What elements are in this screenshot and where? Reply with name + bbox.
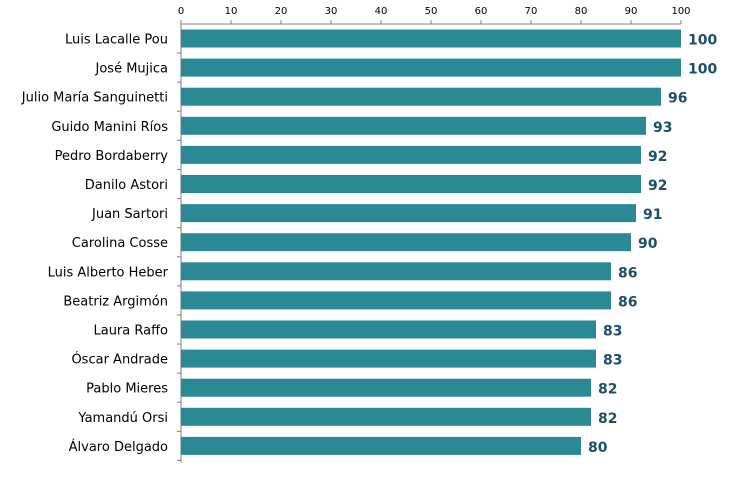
bar <box>181 407 591 426</box>
bar <box>181 436 581 455</box>
x-tick-label: 90 <box>625 6 638 17</box>
data-label: 83 <box>603 353 622 369</box>
data-label: 92 <box>648 178 667 194</box>
data-label: 83 <box>603 324 622 340</box>
category-label: Juan Sartori <box>91 207 168 222</box>
category-label: Guido Manini Ríos <box>51 120 168 135</box>
category-label: Carolina Cosse <box>72 236 168 251</box>
category-label: Beatriz Argimón <box>63 294 168 309</box>
x-tick-label: 50 <box>425 6 438 17</box>
bar <box>181 116 646 135</box>
category-label: Álvaro Delgado <box>69 439 168 455</box>
data-label: 100 <box>688 62 717 78</box>
data-label: 100 <box>688 33 717 49</box>
category-label: Julio María Sanguinetti <box>21 91 168 106</box>
category-label: José Mujica <box>95 62 168 77</box>
data-label: 86 <box>618 294 637 310</box>
x-tick-label: 40 <box>375 6 388 17</box>
bar <box>181 87 661 106</box>
x-axis: 0 10 20 30 40 50 60 70 80 90 100 <box>178 6 691 25</box>
x-tick-label: 100 <box>671 6 690 17</box>
bar <box>181 291 611 310</box>
bar <box>181 145 641 164</box>
bar <box>181 233 631 252</box>
data-label: 93 <box>653 120 672 136</box>
category-label: Pedro Bordaberry <box>55 149 169 164</box>
data-label: 82 <box>598 382 617 398</box>
bar <box>181 29 681 48</box>
bar <box>181 349 596 368</box>
data-label: 80 <box>588 440 608 456</box>
x-tick-label: 0 <box>178 6 184 17</box>
bar <box>181 378 591 397</box>
x-tick-label: 30 <box>325 6 338 17</box>
data-label: 86 <box>618 265 637 281</box>
data-label: 82 <box>598 411 617 427</box>
x-tick-label: 20 <box>275 6 288 17</box>
x-tick-label: 70 <box>525 6 538 17</box>
category-label: Laura Raffo <box>93 324 168 339</box>
bar <box>181 204 636 223</box>
bar-series <box>181 29 681 455</box>
data-label: 90 <box>638 236 658 252</box>
category-label: Pablo Mieres <box>86 382 168 397</box>
category-labels: Luis Lacalle Pou José Mujica Julio María S… <box>21 33 169 455</box>
bar <box>181 262 611 281</box>
x-tick-label: 60 <box>475 6 488 17</box>
x-tick-label: 10 <box>225 6 238 17</box>
x-tick-label: 80 <box>575 6 588 17</box>
data-label: 96 <box>668 91 687 107</box>
data-label: 91 <box>643 207 662 223</box>
data-label: 92 <box>648 149 667 165</box>
bar <box>181 175 641 193</box>
category-label: Danilo Astori <box>85 178 168 193</box>
category-label: Óscar Andrade <box>71 352 168 368</box>
category-label: Luis Alberto Heber <box>48 265 169 280</box>
category-label: Yamandú Orsi <box>77 411 168 426</box>
y-axis <box>177 24 182 463</box>
bar <box>181 320 596 339</box>
bar <box>181 58 681 77</box>
category-label: Luis Lacalle Pou <box>65 33 168 48</box>
